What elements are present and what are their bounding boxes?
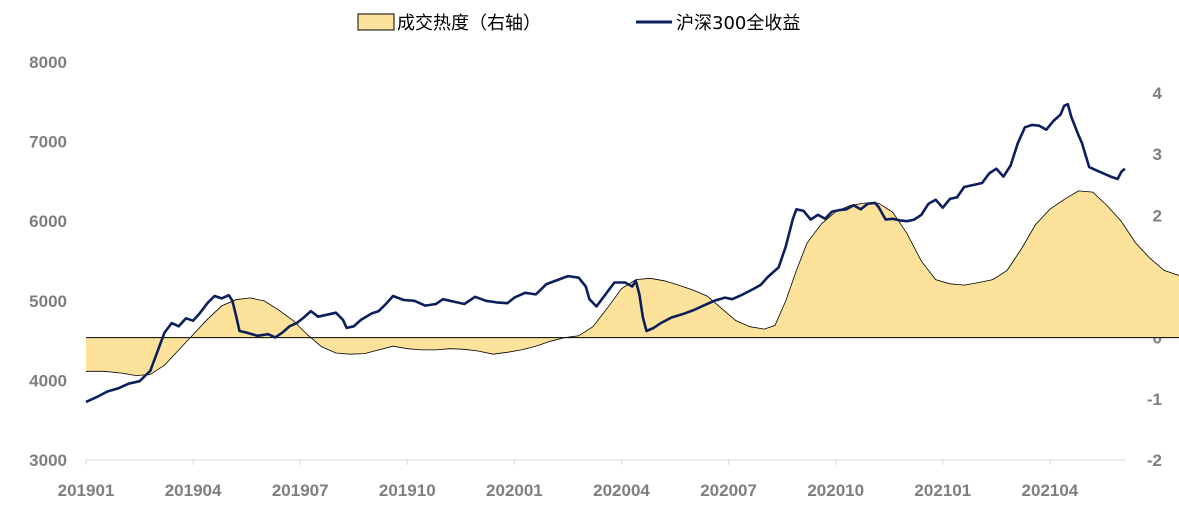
index-line-layer bbox=[85, 102, 1126, 404]
right-axis-tick-label: 2 bbox=[1153, 206, 1162, 225]
left-axis-tick-label: 3000 bbox=[29, 451, 67, 470]
right-axis-tick-label: 3 bbox=[1153, 145, 1162, 164]
x-axis-tick-label: 202010 bbox=[807, 481, 864, 500]
index-line bbox=[85, 102, 1126, 404]
right-axis-tick-label: -1 bbox=[1147, 390, 1162, 409]
left-axis-tick-label: 6000 bbox=[29, 212, 67, 231]
x-axis-tick-label: 202007 bbox=[700, 481, 757, 500]
right-axis-tick-label: 4 bbox=[1153, 84, 1163, 103]
x-axis-tick-label: 202101 bbox=[914, 481, 971, 500]
x-axis-tick-label: 201910 bbox=[379, 481, 436, 500]
legend: 成交热度（右轴） 沪深300全收益 bbox=[357, 13, 800, 34]
legend-swatch-heat bbox=[357, 13, 395, 31]
left-axis-tick-label: 7000 bbox=[29, 133, 67, 152]
x-axis-tick-label: 202004 bbox=[593, 481, 650, 500]
x-axis-tick-label: 202001 bbox=[486, 481, 543, 500]
x-axis-ticks: 201901 201904 201907 201910 202001 202004 2020… bbox=[58, 460, 1079, 500]
legend-label-heat: 成交热度（右轴） bbox=[397, 13, 541, 34]
heat-area bbox=[86, 190, 1179, 376]
heat-area-outline bbox=[86, 190, 1179, 377]
left-axis-tick-label: 5000 bbox=[29, 292, 67, 311]
left-axis-tick-label: 8000 bbox=[29, 53, 67, 72]
left-axis-ticks: 8000 7000 6000 5000 4000 3000 bbox=[29, 53, 67, 470]
heat-area-layer bbox=[86, 190, 1179, 377]
right-axis-tick-label: -2 bbox=[1147, 451, 1162, 470]
left-axis-tick-label: 4000 bbox=[29, 371, 67, 390]
x-axis-tick-label: 201907 bbox=[272, 481, 329, 500]
legend-label-index: 沪深300全收益 bbox=[676, 13, 800, 34]
x-axis-tick-label: 202104 bbox=[1022, 481, 1079, 500]
x-axis-tick-label: 201904 bbox=[165, 481, 222, 500]
x-axis-tick-label: 201901 bbox=[58, 481, 115, 500]
